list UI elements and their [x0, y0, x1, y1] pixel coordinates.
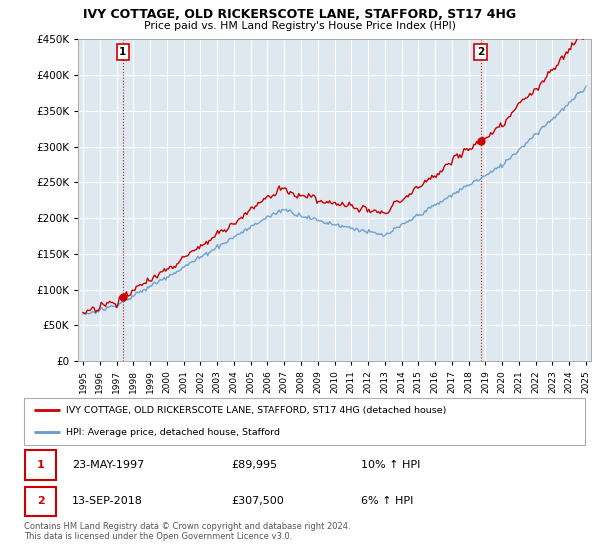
FancyBboxPatch shape	[25, 487, 56, 516]
Text: IVY COTTAGE, OLD RICKERSCOTE LANE, STAFFORD, ST17 4HG: IVY COTTAGE, OLD RICKERSCOTE LANE, STAFF…	[83, 8, 517, 21]
Text: 1: 1	[119, 47, 127, 57]
Text: £89,995: £89,995	[232, 460, 278, 470]
Text: HPI: Average price, detached house, Stafford: HPI: Average price, detached house, Staf…	[66, 428, 280, 437]
FancyBboxPatch shape	[25, 450, 56, 479]
Text: 13-SEP-2018: 13-SEP-2018	[71, 496, 143, 506]
Text: 1: 1	[37, 460, 44, 470]
Text: 2: 2	[37, 496, 44, 506]
Text: £307,500: £307,500	[232, 496, 284, 506]
FancyBboxPatch shape	[24, 398, 585, 445]
Text: 10% ↑ HPI: 10% ↑ HPI	[361, 460, 420, 470]
Text: Contains HM Land Registry data © Crown copyright and database right 2024.
This d: Contains HM Land Registry data © Crown c…	[24, 522, 350, 542]
Text: 23-MAY-1997: 23-MAY-1997	[71, 460, 144, 470]
Text: IVY COTTAGE, OLD RICKERSCOTE LANE, STAFFORD, ST17 4HG (detached house): IVY COTTAGE, OLD RICKERSCOTE LANE, STAFF…	[66, 406, 446, 415]
Text: 6% ↑ HPI: 6% ↑ HPI	[361, 496, 413, 506]
Text: 2: 2	[477, 47, 484, 57]
Text: Price paid vs. HM Land Registry's House Price Index (HPI): Price paid vs. HM Land Registry's House …	[144, 21, 456, 31]
